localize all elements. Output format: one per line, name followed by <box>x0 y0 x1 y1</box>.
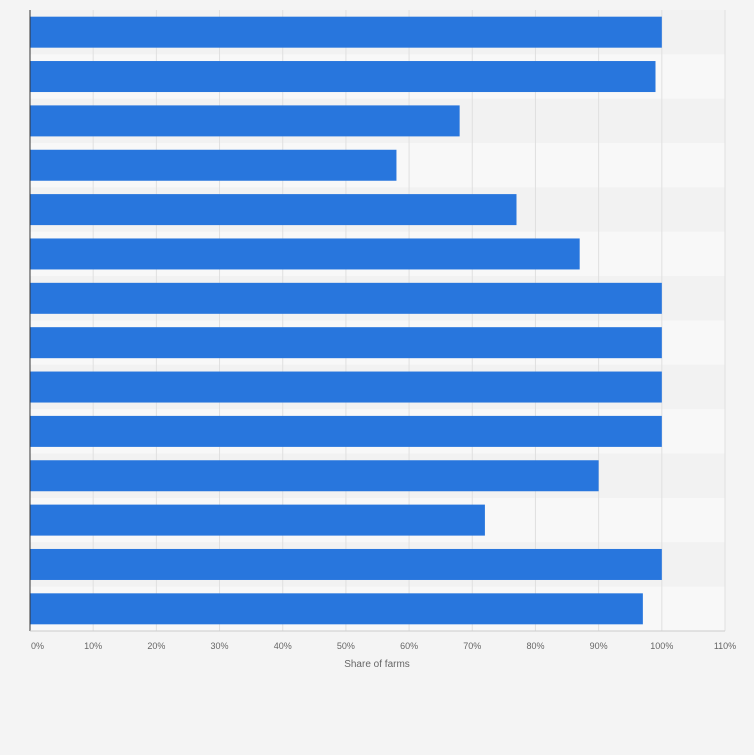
x-tick-label: 30% <box>211 641 229 651</box>
axes <box>29 10 725 632</box>
bar <box>30 16 662 48</box>
x-tick-label: 110% <box>714 641 736 651</box>
x-tick-label: 80% <box>526 641 544 651</box>
bars <box>30 16 662 625</box>
x-tick-label: 40% <box>274 641 292 651</box>
x-tick-label: 0% <box>31 641 44 651</box>
bar <box>30 282 662 314</box>
bar <box>30 415 662 447</box>
bar <box>30 149 397 181</box>
bar <box>30 504 485 536</box>
x-tick-label: 20% <box>147 641 165 651</box>
x-tick-label: 70% <box>463 641 481 651</box>
bar <box>30 548 662 580</box>
x-tick-label: 60% <box>400 641 418 651</box>
bar <box>30 194 517 226</box>
bar <box>30 105 460 137</box>
x-axis-title: Share of farms <box>344 659 410 670</box>
bar <box>30 593 643 625</box>
bar <box>30 460 599 492</box>
x-tick-label: 50% <box>337 641 355 651</box>
x-tick-label: 90% <box>590 641 608 651</box>
x-tick-labels: 0% 10% 20% 30% 40% 50% 60% 70% 80% 90% 100% 110% <box>31 641 736 651</box>
x-tick-label: 100% <box>650 641 673 651</box>
bar <box>30 327 662 359</box>
x-tick-label: 10% <box>84 641 102 651</box>
bar <box>30 371 662 403</box>
bar <box>30 61 656 93</box>
plot-bands <box>30 10 725 631</box>
bar <box>30 238 580 270</box>
